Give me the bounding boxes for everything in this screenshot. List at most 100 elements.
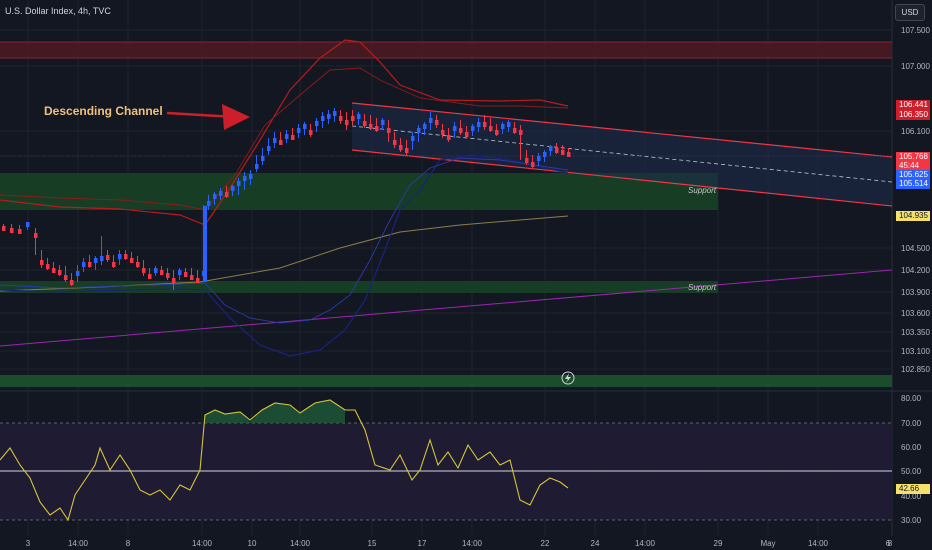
candle-body <box>501 124 505 129</box>
rsi-tick-label: 70.00 <box>901 419 922 428</box>
time-tick-label: 6 <box>886 539 891 548</box>
candle-body <box>393 140 397 145</box>
price-tick-label: 104.500 <box>901 244 930 253</box>
candle-body <box>112 262 116 267</box>
candle-body <box>285 134 289 139</box>
candle-body <box>52 268 56 273</box>
price-tick-label: 107.500 <box>901 26 930 35</box>
candle-body <box>543 152 547 157</box>
candle-body <box>34 233 38 238</box>
candle-body <box>243 176 247 181</box>
purple-trendline <box>0 269 893 347</box>
upper-band-red-inner <box>0 67 569 211</box>
candle-body <box>172 278 176 283</box>
time-tick-label: 8 <box>888 539 893 548</box>
time-tick-label: 24 <box>591 539 600 548</box>
lower-band-blue-inner <box>0 157 569 324</box>
candle-body <box>82 262 86 267</box>
candle-body <box>435 120 439 125</box>
resistance-zone <box>0 42 892 58</box>
candle-body <box>279 140 283 145</box>
time-tick-label: 14:00 <box>192 539 213 548</box>
candle-body <box>118 254 122 259</box>
candle-body <box>261 156 265 161</box>
price-tick-label: 106.100 <box>901 127 930 136</box>
candle-body <box>64 275 68 280</box>
candle-body <box>88 262 92 267</box>
candle-body <box>333 111 337 116</box>
candle-body <box>351 116 355 121</box>
candle-body <box>219 191 223 196</box>
candle-body <box>267 146 271 151</box>
time-tick-label: 14:00 <box>462 539 483 548</box>
candle-body <box>549 146 553 151</box>
descending-channel-label: Descending Channel <box>44 104 163 118</box>
candle-body <box>459 128 463 133</box>
lightning-icon-bolt <box>565 373 571 383</box>
price-tag: 42.66 <box>896 484 930 494</box>
candle-body <box>291 135 295 140</box>
candle-body <box>399 145 403 150</box>
candle-body <box>136 262 140 267</box>
candle-body <box>321 116 325 121</box>
rsi-tick-label: 40.00 <box>901 492 922 501</box>
candle-body <box>417 128 421 133</box>
candle-body <box>249 174 253 179</box>
time-tick-label: 14:00 <box>808 539 829 548</box>
symbol-title: U.S. Dollar Index, 4h, TVC <box>5 6 111 16</box>
currency-button[interactable]: USD <box>895 4 925 21</box>
candle-body <box>309 130 313 135</box>
channel-fill <box>352 103 892 206</box>
price-tick-label: 103.350 <box>901 328 930 337</box>
candle-body <box>369 124 373 129</box>
candle-body <box>507 122 511 127</box>
candle-body <box>375 126 379 131</box>
price-tag: 45:44 <box>896 161 930 171</box>
time-tick-label: 22 <box>541 539 550 548</box>
candle-body <box>178 270 182 275</box>
candle-body <box>483 122 487 127</box>
price-tick-label: 107.000 <box>901 62 930 71</box>
candle-body <box>345 120 349 125</box>
candle-body <box>315 121 319 126</box>
candle-body <box>513 128 517 133</box>
candle-body <box>2 226 6 231</box>
candle-body <box>363 121 367 126</box>
support-label-upper: Support <box>688 186 717 195</box>
candle-body <box>519 130 523 135</box>
price-tick-label: 103.100 <box>901 347 930 356</box>
candle-body <box>555 148 559 153</box>
price-tag: 104.935 <box>896 211 930 221</box>
candle-body <box>130 258 134 263</box>
time-tick-label: 15 <box>368 539 377 548</box>
candle-body <box>100 256 104 261</box>
candle-body <box>489 126 493 131</box>
support-label-lower: Support <box>688 283 717 292</box>
candle-body <box>124 254 128 259</box>
rsi-tick-label: 60.00 <box>901 443 922 452</box>
time-tick-label: 14:00 <box>635 539 656 548</box>
candle-body <box>453 126 457 131</box>
candle-body <box>447 135 451 140</box>
rsi-tick-label: 80.00 <box>901 394 922 403</box>
candle-body <box>381 120 385 125</box>
candle-body <box>303 124 307 129</box>
price-tag: 106.350 <box>896 110 930 120</box>
candle-body <box>387 128 391 133</box>
bottom-green-band <box>0 375 892 387</box>
candle-body <box>148 274 152 279</box>
candle-body <box>207 201 211 206</box>
price-tick-label: 103.900 <box>901 288 930 297</box>
channel-upper-line <box>351 102 893 158</box>
candle-body <box>184 272 188 277</box>
candle-body <box>160 270 164 275</box>
candle-body <box>411 136 415 141</box>
candle-body <box>10 228 14 233</box>
price-tag: 105.514 <box>896 179 930 189</box>
candle-body <box>70 280 74 285</box>
time-tick-label: 29 <box>714 539 723 548</box>
candle-body <box>46 264 50 269</box>
candle-body <box>225 192 229 197</box>
candle-body <box>531 162 535 167</box>
